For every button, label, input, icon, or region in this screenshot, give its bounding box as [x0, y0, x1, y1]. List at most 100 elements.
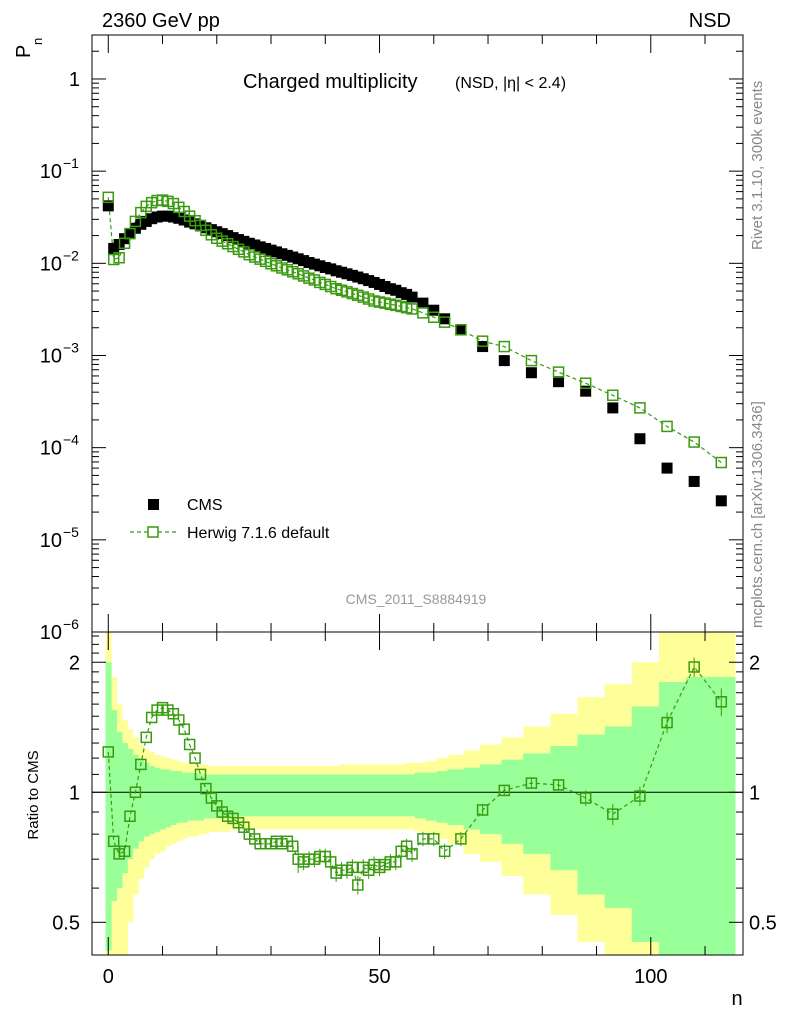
- ratio-band-inner: [631, 706, 660, 943]
- ratio-band-inner: [550, 745, 579, 871]
- ratio-band-inner: [409, 774, 416, 817]
- mc-data-point: [102, 191, 115, 204]
- ratio-frame: [91, 631, 744, 956]
- mc-data-point: [417, 307, 429, 319]
- ratio-band-inner: [268, 774, 275, 817]
- ratio-band-inner: [252, 774, 259, 817]
- main-y-tick-label: 1: [69, 69, 80, 91]
- ratio-point: [525, 777, 538, 789]
- ratio-band-inner: [235, 774, 242, 817]
- cms-data-point: [607, 402, 619, 414]
- ratio-y-tick-label-right: 2: [749, 652, 760, 674]
- ratio-point: [455, 833, 467, 845]
- ratio-band-inner: [306, 774, 313, 817]
- ratio-band-inner: [425, 772, 438, 821]
- mc-data-point: [552, 366, 565, 378]
- ratio-band-inner: [105, 662, 112, 951]
- ratio-band-inner: [327, 774, 335, 817]
- cms-data-point: [102, 200, 114, 212]
- main-y-tick-label: 10: [40, 622, 62, 644]
- main-y-tick-label: 10: [40, 345, 62, 367]
- ratio-band-inner: [295, 774, 302, 817]
- main-y-tick-label: 10: [40, 438, 62, 460]
- x-axis-label: n: [731, 988, 742, 1010]
- ratio-band-inner: [165, 769, 172, 828]
- ratio-band-inner: [322, 774, 329, 817]
- mc-series-line: [107, 197, 722, 463]
- ratio-point: [406, 848, 418, 860]
- ratio-band-inner: [224, 774, 231, 819]
- main-y-label: P: [13, 45, 35, 58]
- ratio-band-inner: [159, 769, 166, 830]
- ratio-band-inner: [273, 774, 280, 817]
- ratio-band-inner: [262, 774, 269, 817]
- ratio-point: [102, 746, 115, 758]
- legend-mc-label: Herwig 7.1.6 default: [187, 525, 330, 542]
- ratio-point: [183, 738, 196, 751]
- legend-data-marker: [148, 499, 159, 510]
- ratio-x-ticks: 0 50 100: [103, 632, 706, 988]
- ratio-point: [324, 856, 337, 868]
- ratio-band-inner: [132, 754, 139, 849]
- ratio-band-inner: [148, 766, 155, 835]
- ratio-band-inner: [317, 774, 324, 817]
- ratio-band-inner: [338, 774, 345, 817]
- ratio-point: [428, 833, 440, 845]
- cms-data-point: [455, 324, 467, 336]
- ratio-point: [607, 808, 619, 820]
- mc-data-point: [661, 420, 673, 433]
- ratio-band-inner: [447, 769, 465, 825]
- ratio-point: [189, 752, 201, 764]
- ratio-band-inner: [181, 772, 188, 823]
- mc-data-point: [715, 456, 728, 469]
- ratio-band-inner: [577, 734, 606, 895]
- ratio-band-inner: [192, 772, 199, 821]
- ratio-point: [140, 731, 152, 744]
- mc-data-point: [455, 324, 467, 336]
- ratio-band-inner: [219, 774, 226, 819]
- ratio-point: [579, 792, 592, 804]
- ratio-band-inner: [344, 774, 351, 817]
- main-panel: 110−110−210−310−410−510−6 Charged multip…: [40, 34, 744, 644]
- mcplots-label: mcplots.cern.ch [arXiv:1306.3436]: [749, 401, 766, 628]
- x-tick-label: 100: [634, 966, 667, 988]
- mc-data-point: [607, 389, 619, 402]
- mc-data-point: [438, 316, 451, 328]
- ratio-y-tick-label-right: 0.5: [749, 912, 777, 934]
- main-y-tick-exponent: −5: [63, 524, 79, 540]
- mc-data-point: [124, 227, 136, 240]
- ratio-point: [552, 779, 565, 791]
- ratio-band-inner: [116, 731, 123, 889]
- ratio-band-inner: [501, 759, 524, 844]
- ratio-band-inner: [398, 774, 405, 817]
- cms-data-point: [417, 297, 429, 309]
- ratio-band-inner: [186, 772, 193, 821]
- cms-data-point: [580, 385, 592, 397]
- ratio-band-inner: [127, 748, 134, 860]
- main-y-tick-exponent: −6: [63, 616, 79, 632]
- ratio-y-label: Ratio to CMS: [25, 750, 42, 839]
- main-frame: [91, 34, 744, 633]
- ratio-band-inner: [290, 774, 297, 817]
- legend-data-label: CMS: [187, 497, 223, 514]
- ratio-point: [715, 696, 728, 708]
- cms-data-point: [525, 367, 537, 379]
- ratio-band-inner: [170, 771, 177, 825]
- ratio-band-inner: [197, 774, 204, 821]
- process-label: NSD: [689, 10, 731, 32]
- energy-label: 2360 GeV pp: [102, 10, 220, 32]
- ratio-band-inner: [279, 774, 286, 817]
- ratio-band-inner: [154, 767, 161, 832]
- main-y-ticks: 110−110−210−310−410−510−6: [40, 50, 743, 644]
- mc-data-point: [688, 436, 700, 448]
- ratio-band-inner: [257, 774, 264, 817]
- ratio-band-inner: [355, 774, 362, 817]
- ratio-band-inner: [523, 753, 552, 854]
- ratio-band-inner: [360, 774, 367, 817]
- ratio-point: [135, 758, 147, 771]
- ratio-band-inner: [300, 774, 307, 817]
- x-tick-label: 0: [103, 966, 114, 988]
- chart-subtitle: (NSD, |η| < 2.4): [455, 75, 566, 92]
- mc-data-point: [579, 377, 592, 389]
- ratio-band-inner: [686, 676, 714, 955]
